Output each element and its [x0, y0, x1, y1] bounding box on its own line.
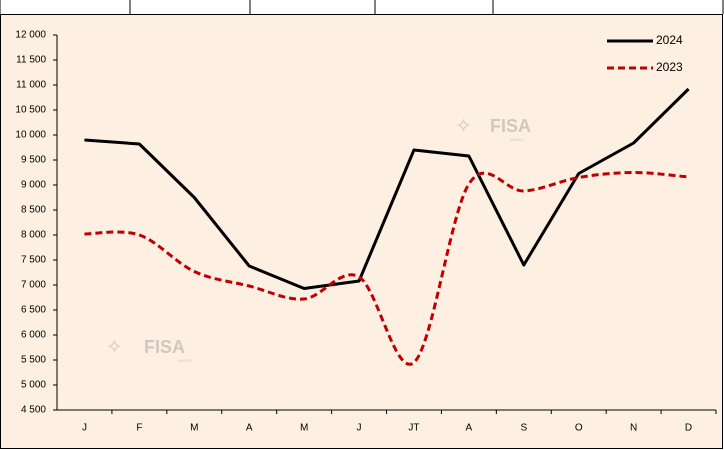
watermark-sub: MAROC: [510, 137, 525, 142]
y-tick-label: 12 000: [15, 30, 46, 41]
x-tick-label: F: [136, 423, 142, 434]
watermark-text: FISA: [490, 116, 531, 136]
y-tick-label: 5 000: [21, 380, 46, 391]
x-tick-label: J: [82, 423, 87, 434]
y-tick-label: 5 500: [21, 355, 46, 366]
y-tick-label: 11 500: [16, 55, 46, 66]
y-tick-label: 7 500: [21, 255, 46, 266]
x-tick-label: M: [300, 423, 308, 434]
watermark-logo: ✧: [106, 336, 123, 358]
y-tick-label: 7 000: [21, 280, 46, 291]
legend-label: 2024: [656, 33, 683, 47]
x-tick-label: N: [630, 423, 637, 434]
x-tick-label: A: [466, 423, 473, 434]
y-tick-label: 9 000: [21, 180, 46, 191]
y-tick-label: 8 000: [21, 230, 46, 241]
y-tick-label: 8 500: [21, 205, 46, 216]
y-tick-label: 6 500: [21, 305, 46, 316]
y-tick-label: 11 000: [16, 80, 46, 91]
line-series: [84, 170, 689, 366]
legend-label: 2023: [656, 60, 683, 74]
x-tick-label: S: [520, 423, 527, 434]
watermark-sub: MAROC: [178, 358, 193, 363]
y-tick-label: 4 500: [21, 405, 46, 416]
watermark-logo: ✧: [455, 115, 472, 137]
x-tick-label: O: [575, 423, 583, 434]
y-tick-label: 10 000: [15, 130, 46, 141]
y-tick-label: 6 000: [21, 330, 46, 341]
x-tick-label: J: [357, 423, 362, 434]
x-tick-label: M: [190, 423, 198, 434]
y-tick-label: 9 500: [21, 155, 46, 166]
y-tick-label: 10 500: [15, 105, 46, 116]
top-strip: [0, 0, 724, 14]
x-tick-label: D: [685, 423, 692, 434]
x-tick-label: JT: [408, 423, 419, 434]
x-tick-label: A: [246, 423, 253, 434]
line-series: [84, 87, 690, 290]
watermark-text: FISA: [144, 337, 185, 357]
watermark: FISA MAROC ✧ FISA MAROC ✧: [106, 115, 531, 363]
